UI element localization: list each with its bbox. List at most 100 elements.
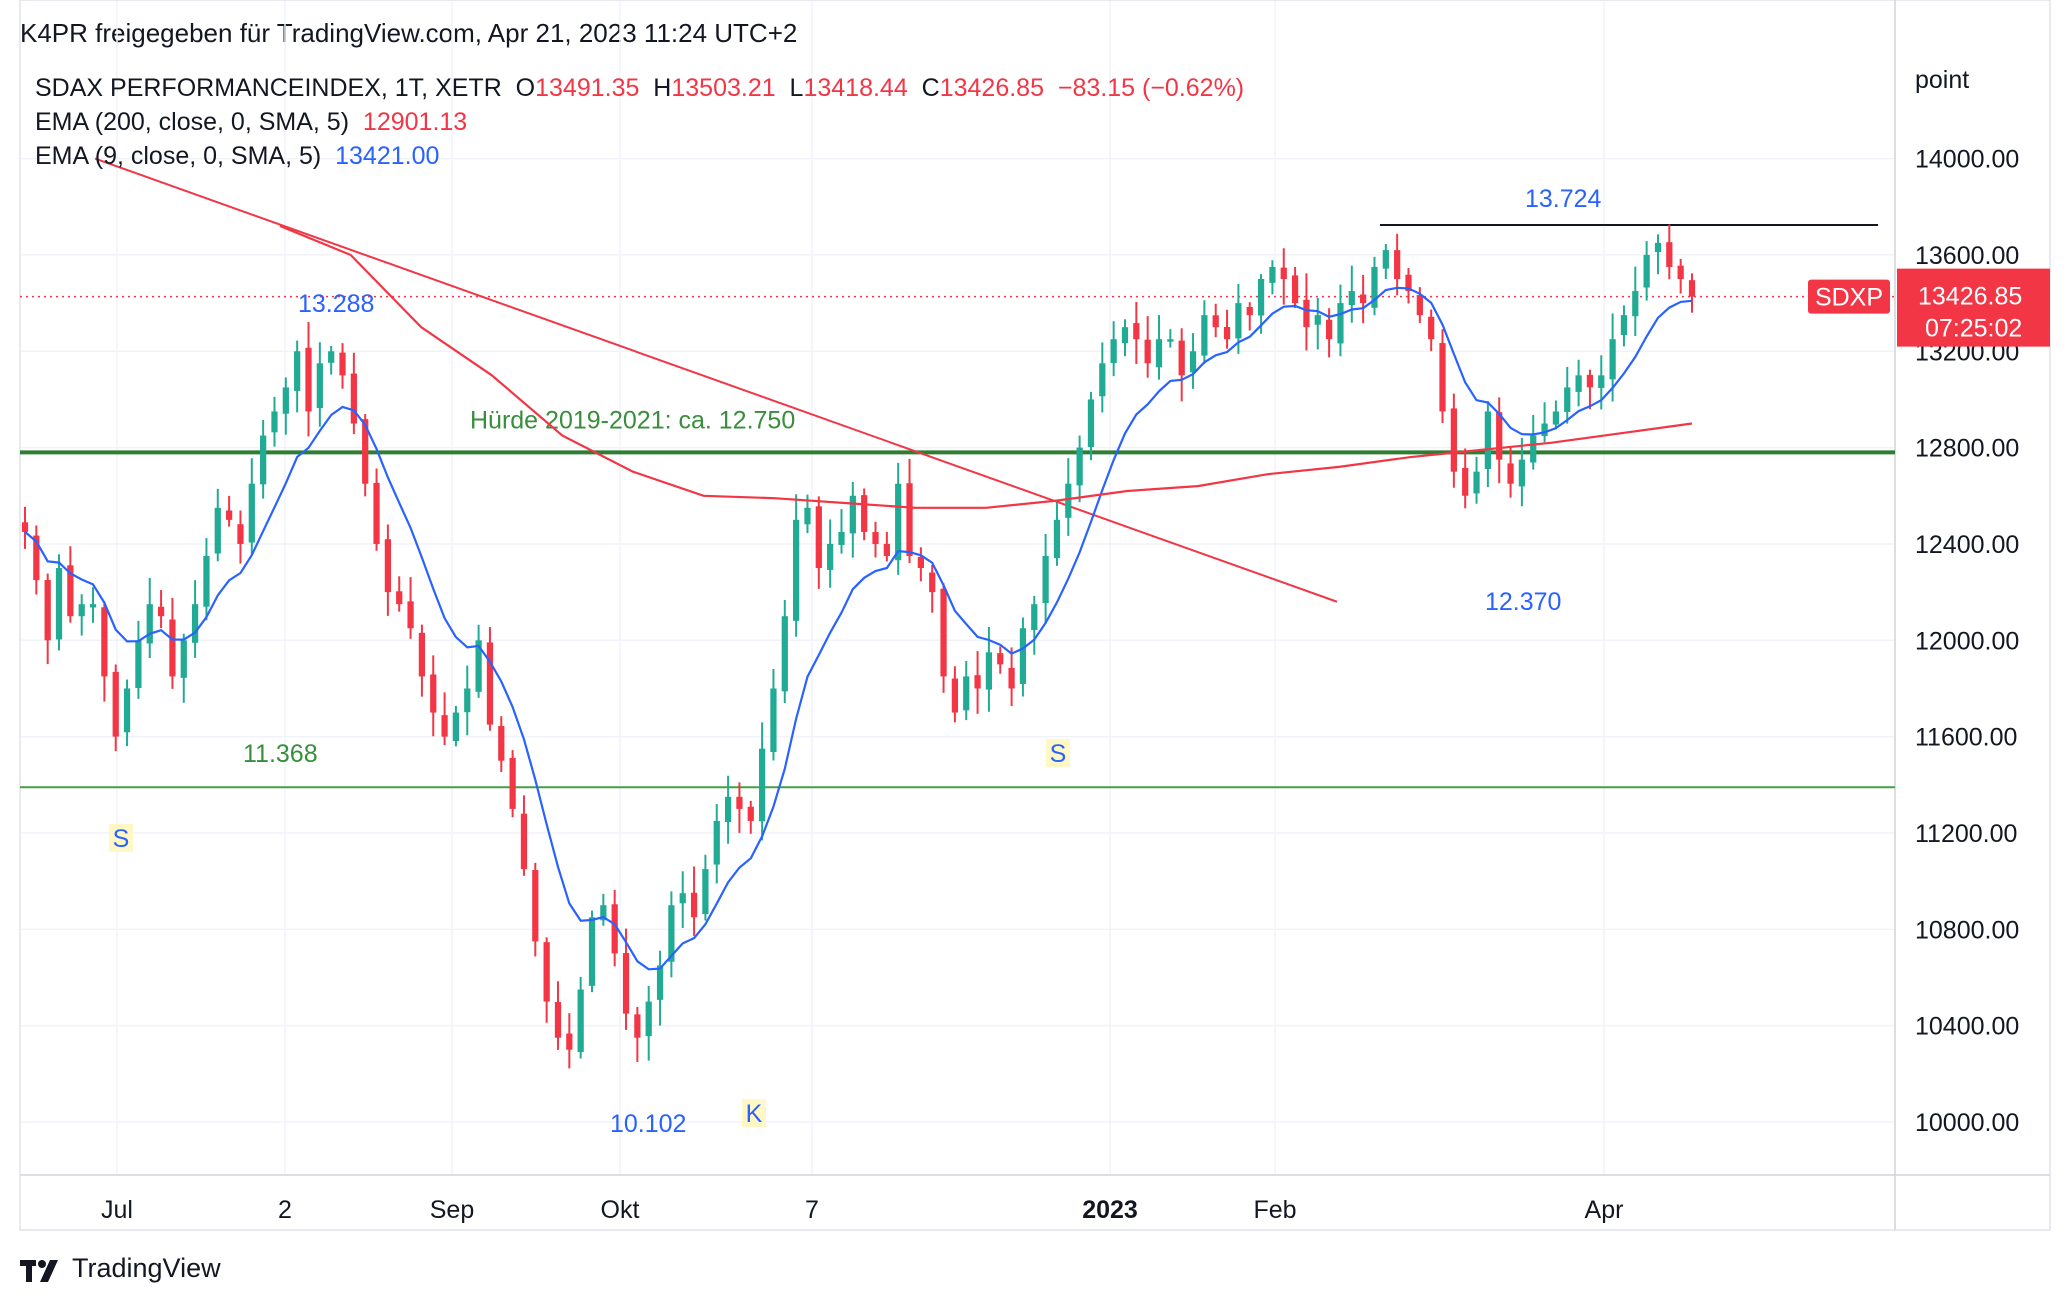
candle-down bbox=[917, 556, 924, 569]
candle-down bbox=[906, 483, 913, 556]
legend-ema9-value: 13421.00 bbox=[335, 142, 440, 170]
candle-down bbox=[362, 419, 369, 484]
candle-down bbox=[1303, 299, 1310, 328]
legend-ema200: EMA (200, close, 0, SMA, 5) 12901.13 bbox=[35, 108, 467, 137]
marker-k: K bbox=[746, 1100, 763, 1128]
candle-down bbox=[1507, 463, 1514, 484]
symbol-tag-bg bbox=[1808, 279, 1890, 314]
candle-up bbox=[464, 688, 471, 713]
candle-up bbox=[645, 1001, 652, 1037]
marker-s-1: S bbox=[113, 825, 130, 853]
candle-up bbox=[1632, 291, 1639, 317]
candle-up bbox=[1620, 315, 1628, 336]
legend-main: SDAX PERFORMANCEINDEX, 1T, XETR O13491.3… bbox=[35, 74, 1244, 103]
candle-down bbox=[815, 506, 822, 569]
candle-down bbox=[486, 642, 494, 725]
candle-down bbox=[1144, 339, 1151, 364]
candle-down bbox=[384, 539, 392, 593]
candle-down bbox=[1450, 408, 1457, 472]
candle-up bbox=[1564, 387, 1571, 412]
candle-down bbox=[373, 482, 380, 544]
candle-up bbox=[1552, 411, 1560, 425]
candle-down bbox=[861, 495, 868, 532]
candle-down bbox=[883, 543, 890, 556]
candle-up bbox=[804, 507, 811, 525]
candle-up bbox=[1257, 279, 1265, 316]
candle-down bbox=[237, 524, 244, 544]
candle-up bbox=[1348, 291, 1355, 306]
footer-brand[interactable]: TradingView bbox=[20, 1253, 221, 1284]
candle-down bbox=[1178, 340, 1185, 376]
legend-ema200-label: EMA (200, close, 0, SMA, 5) bbox=[35, 108, 350, 136]
candle-down bbox=[33, 535, 40, 581]
legend-change: −83.15 (−0.62%) bbox=[1057, 74, 1245, 102]
symbol-tag: SDXP bbox=[1815, 284, 1883, 312]
legend-open-label: O bbox=[515, 74, 536, 102]
candle-down bbox=[690, 892, 698, 918]
candle-up bbox=[135, 640, 142, 688]
candle-up bbox=[724, 796, 732, 822]
candle-up bbox=[1484, 411, 1491, 469]
candle-up bbox=[1337, 303, 1344, 344]
candle-up bbox=[1235, 303, 1242, 339]
candle-up bbox=[1201, 315, 1208, 356]
candle-up bbox=[713, 820, 720, 865]
support-label: 11.368 bbox=[243, 740, 318, 768]
marker-s-2: S bbox=[1050, 740, 1067, 768]
legend-symbol: SDAX PERFORMANCEINDEX, 1T, XETR bbox=[35, 74, 502, 102]
y-tick-label: 10000.00 bbox=[1915, 1109, 2019, 1137]
candle-up bbox=[475, 640, 482, 692]
annotation-low-12370: 12.370 bbox=[1485, 588, 1561, 616]
candle-down bbox=[872, 532, 879, 544]
candle-up bbox=[1518, 459, 1526, 487]
legend-ema200-value: 12901.13 bbox=[362, 108, 468, 136]
candle-down bbox=[1496, 412, 1503, 460]
candle-down bbox=[441, 715, 448, 737]
candle-down bbox=[1246, 307, 1253, 316]
time-axis: Jul 2 Sep Okt 7 2023 Feb Apr bbox=[101, 1196, 1623, 1224]
candle-up bbox=[146, 604, 153, 644]
candle-up bbox=[1110, 339, 1117, 364]
candlesticks bbox=[21, 224, 1696, 1069]
candle-down bbox=[112, 671, 119, 737]
candle-up bbox=[1314, 315, 1321, 325]
candle-down bbox=[1325, 319, 1333, 340]
candle-down bbox=[634, 1014, 641, 1038]
candle-down bbox=[1008, 667, 1015, 689]
candle-up bbox=[895, 483, 902, 561]
candle-up bbox=[770, 688, 777, 753]
ema200-line bbox=[279, 224, 1693, 509]
chart-frame bbox=[19, 0, 2051, 1231]
y-tick-label: 10400.00 bbox=[1915, 1013, 2019, 1041]
candle-up bbox=[452, 712, 460, 742]
candle-up bbox=[679, 893, 686, 904]
candle-down bbox=[396, 591, 403, 605]
candle-down bbox=[101, 607, 108, 677]
candle-up bbox=[328, 351, 335, 363]
candle-up bbox=[214, 507, 221, 554]
candle-down bbox=[350, 373, 357, 424]
candle-up bbox=[1065, 483, 1072, 518]
candle-up bbox=[271, 411, 278, 433]
candle-down bbox=[520, 813, 528, 870]
candle-up bbox=[316, 363, 323, 409]
price-axis-unit: point bbox=[1915, 66, 1969, 94]
candle-up bbox=[1155, 339, 1163, 368]
legend-high-value: 13503.21 bbox=[671, 74, 776, 102]
marker-s-2-bg bbox=[1046, 739, 1070, 767]
price-tag-bg bbox=[1897, 268, 2050, 347]
candle-down bbox=[430, 674, 437, 713]
share-caption: K4PR freigegeben für TradingView.com, Ap… bbox=[20, 18, 798, 48]
x-tick-label: 2023 bbox=[1082, 1196, 1138, 1224]
candle-down bbox=[157, 606, 165, 617]
candle-down bbox=[929, 572, 936, 593]
candle-up bbox=[180, 640, 187, 678]
candle-down bbox=[1677, 265, 1684, 279]
resistance-label: 13.724 bbox=[1525, 185, 1602, 213]
candle-down bbox=[940, 588, 947, 677]
candle-up bbox=[1087, 399, 1095, 447]
ema9-line bbox=[24, 286, 1693, 971]
candle-up bbox=[55, 568, 63, 640]
